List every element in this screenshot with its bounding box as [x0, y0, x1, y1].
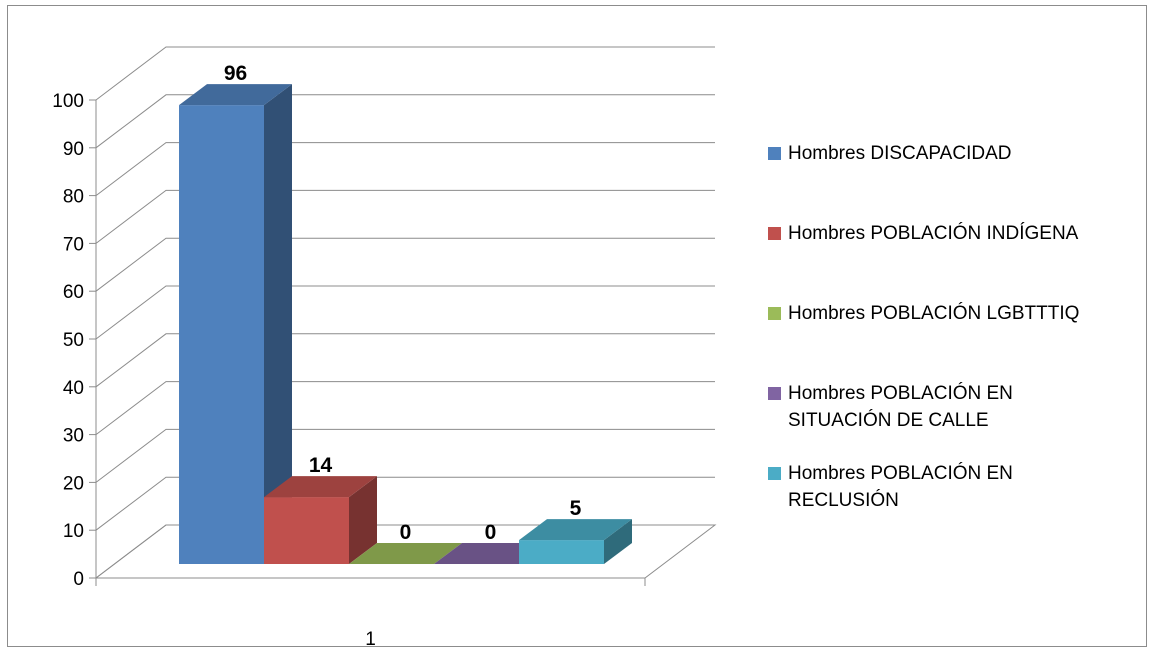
bar: [434, 543, 547, 565]
bar: [179, 84, 292, 565]
y-tick-label: 100: [52, 91, 84, 112]
y-axis-ticks: 0 10 20 30 40 50 60 70 80 90 100: [52, 91, 84, 590]
y-tick-label: 30: [63, 426, 84, 447]
gridline: [95, 476, 715, 531]
legend-label: Hombres DISCAPACIDAD: [788, 143, 1012, 164]
bar-front: [519, 540, 604, 564]
chart-gridlines: [95, 46, 715, 579]
x-tick-label: 1: [365, 629, 376, 650]
legend-item-lgbtttiq: Hombres POBLACIÓN LGBTTTIQ: [768, 300, 1138, 327]
gridline: [95, 237, 715, 292]
y-tick-label: 70: [63, 234, 84, 255]
gridline: [95, 381, 715, 435]
data-label: 0: [400, 521, 412, 544]
x-axis-ticks: 1: [365, 629, 376, 650]
chart-bars: [179, 84, 632, 565]
gridline: [95, 189, 715, 244]
y-tick-label: 10: [63, 521, 84, 542]
legend-label: Hombres POBLACIÓN EN RECLUSIÓN: [788, 463, 1013, 511]
legend-swatch: [768, 147, 781, 160]
bar-side: [349, 476, 377, 564]
legend-item-situacion-calle: Hombres POBLACIÓN EN SITUACIÓN DE CALLE: [768, 380, 1088, 434]
gridline: [95, 46, 715, 101]
legend-swatch: [768, 227, 781, 240]
legend-swatch: [768, 307, 781, 320]
y-tick-label: 20: [63, 473, 84, 494]
bar-top: [179, 84, 292, 106]
gridline: [95, 524, 715, 579]
legend-label: Hombres POBLACIÓN LGBTTTIQ: [788, 303, 1080, 324]
gridline: [95, 428, 715, 483]
gridline: [95, 142, 715, 196]
bar-top: [434, 543, 547, 564]
bar-top: [264, 476, 377, 498]
data-label: 5: [570, 497, 582, 520]
chart-axes: [89, 99, 646, 586]
bar-front: [179, 105, 264, 565]
bar: [264, 476, 377, 564]
bar: [349, 543, 462, 565]
legend-item-discapacidad: Hombres DISCAPACIDAD: [768, 140, 1138, 167]
y-tick-label: 40: [63, 378, 84, 399]
data-label: 14: [309, 454, 333, 477]
y-tick-label: 80: [63, 187, 84, 208]
gridline: [95, 94, 715, 149]
bar-top: [519, 519, 632, 541]
y-tick-label: 60: [63, 282, 84, 303]
legend-item-indigena: Hombres POBLACIÓN INDÍGENA: [768, 220, 1138, 247]
y-tick-label: 90: [63, 139, 84, 160]
bar: [519, 519, 632, 564]
data-label: 96: [224, 62, 247, 85]
legend-item-reclusion: Hombres POBLACIÓN EN RECLUSIÓN: [768, 460, 1088, 514]
gridline: [95, 285, 715, 340]
bar-side: [604, 519, 632, 564]
bar-side: [264, 84, 292, 565]
y-tick-label: 0: [73, 569, 84, 590]
legend-swatch: [768, 387, 781, 400]
y-tick-label: 50: [63, 330, 84, 351]
legend-label: Hombres POBLACIÓN INDÍGENA: [788, 223, 1079, 244]
legend-label: Hombres POBLACIÓN EN SITUACIÓN DE CALLE: [788, 383, 1013, 431]
gridline: [95, 333, 715, 388]
data-labels: 96 14 0 0 5: [224, 62, 582, 544]
data-label: 0: [485, 521, 497, 544]
bar-top: [349, 543, 462, 564]
bar-front: [264, 497, 349, 564]
legend-swatch: [768, 467, 781, 480]
